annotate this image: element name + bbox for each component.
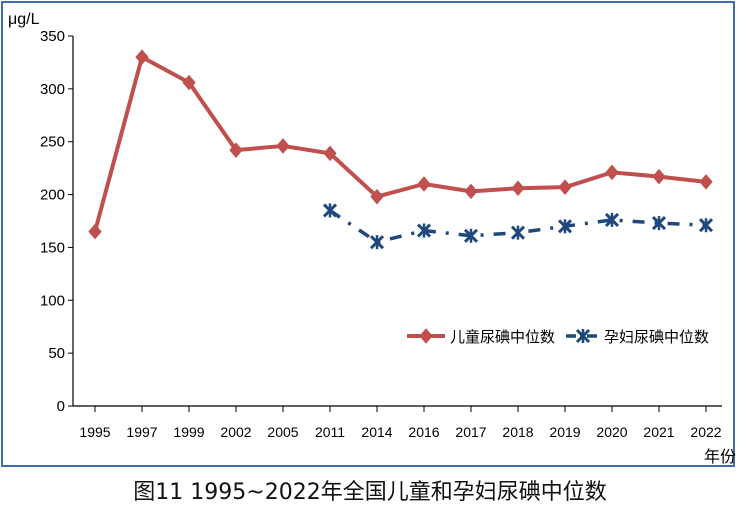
x-tick-label: 2005	[267, 424, 298, 440]
data-point	[604, 212, 620, 228]
x-tick-label: 2017	[455, 424, 486, 440]
data-point	[510, 225, 526, 240]
x-tick-label: 1997	[126, 424, 157, 440]
data-point	[229, 142, 243, 158]
series-1	[88, 49, 713, 240]
data-point	[699, 174, 713, 190]
data-point	[276, 138, 290, 154]
data-point	[652, 168, 666, 185]
data-point	[464, 183, 478, 200]
axes	[72, 36, 722, 407]
x-tick-label: 2002	[220, 424, 251, 440]
data-point	[511, 180, 525, 196]
data-point	[370, 188, 384, 205]
data-point	[698, 218, 714, 233]
data-point	[182, 74, 196, 91]
legend-label: 孕妇尿碘中位数	[604, 329, 709, 346]
y-tick-label: 50	[48, 345, 65, 362]
data-point	[558, 179, 572, 195]
x-tick-label: 2016	[408, 424, 439, 440]
data-point	[575, 328, 591, 344]
x-tick-label: 2011	[315, 424, 345, 440]
y-tick-label: 250	[40, 134, 65, 151]
y-ticks: 0 50 100 150 200 250 300 350	[40, 28, 73, 415]
series-2	[322, 203, 714, 250]
x-ticks: 1995 1997 1999 2002 2005 2011 2014 2016 2017 2018…	[79, 406, 722, 440]
legend-item-pregnant: 孕妇尿碘中位数	[566, 328, 709, 346]
data-point	[416, 223, 432, 238]
x-tick-label: 2018	[502, 424, 533, 440]
data-point	[557, 219, 573, 234]
x-tick-label: 2014	[361, 424, 392, 440]
y-tick-label: 100	[40, 292, 65, 309]
data-point	[463, 228, 479, 243]
x-tick-label: 1995	[79, 424, 110, 440]
data-point	[369, 235, 385, 250]
legend: 儿童尿碘中位数 孕妇尿碘中位数	[407, 328, 709, 346]
data-point	[135, 49, 149, 65]
x-tick-label: 2022	[690, 424, 721, 440]
legend-label: 儿童尿碘中位数	[450, 328, 555, 346]
data-point	[651, 216, 667, 231]
data-point	[419, 328, 433, 344]
y-tick-label: 300	[40, 81, 65, 98]
y-tick-label: 0	[57, 398, 65, 415]
x-tick-label: 2020	[596, 424, 627, 440]
x-axis-label: 年份	[704, 448, 736, 466]
y-tick-label: 200	[40, 187, 65, 204]
series-layer	[88, 49, 714, 250]
y-tick-label: 150	[40, 239, 65, 256]
series-line	[93, 55, 707, 233]
data-point	[605, 164, 619, 181]
y-tick-label: 350	[40, 28, 65, 45]
y-axis-label: μg/L	[8, 11, 40, 28]
data-point	[323, 145, 337, 162]
x-tick-label: 2019	[549, 424, 580, 440]
legend-item-children: 儿童尿碘中位数	[407, 328, 555, 346]
line-chart: 0 50 100 150 200 250 300 350 1995 1997 1999 2002 20…	[8, 11, 736, 466]
x-tick-label: 2021	[643, 424, 674, 440]
data-point	[417, 176, 431, 192]
data-point	[88, 223, 102, 240]
data-point	[322, 203, 338, 218]
x-tick-label: 1999	[173, 424, 204, 440]
figure-caption: 图11 1995~2022年全国儿童和孕妇尿碘中位数	[133, 480, 607, 505]
